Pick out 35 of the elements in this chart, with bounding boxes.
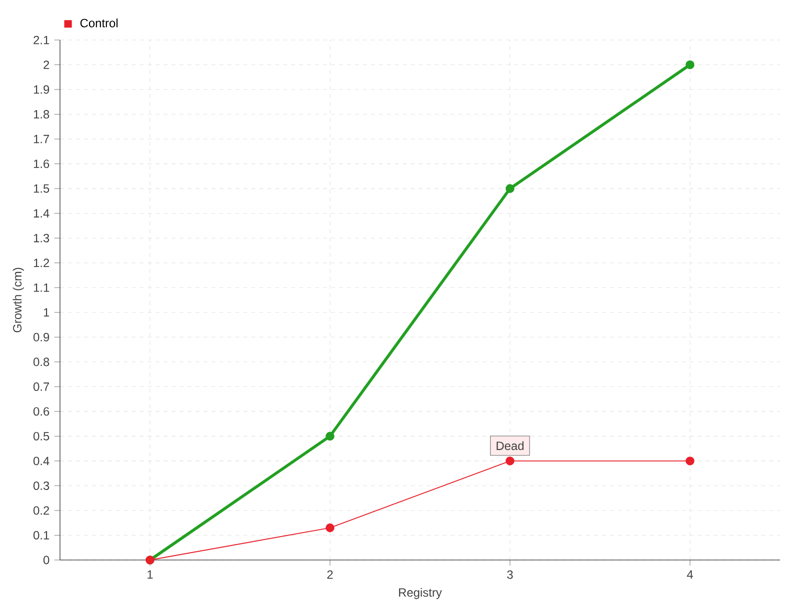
y-tick-label: 0.8: [33, 358, 50, 366]
x-tick-label: 2: [327, 570, 333, 579]
point: [686, 456, 694, 466]
y-tick-label: 1: [44, 308, 50, 317]
y-tick-label: 1.3: [34, 234, 50, 243]
y-tick-label: 0.9: [33, 333, 50, 342]
y-tick-label: 0.5: [33, 432, 50, 441]
y-tick-label: 1.4: [34, 209, 50, 218]
x-tick-label: 1: [148, 570, 153, 579]
y-tick-label: 1.5: [34, 184, 50, 193]
annotation: Dead: [496, 442, 524, 450]
y-tick-label: 0.2: [33, 506, 50, 515]
y-tick-label: 2: [44, 60, 50, 70]
y-tick-label: 1.2: [34, 258, 50, 268]
y-tick-label: 0.3: [33, 482, 50, 490]
y-tick-label: 1.7: [34, 135, 50, 144]
y-axis-title: Growth (cm): [12, 268, 24, 333]
legend-label: Control: [80, 18, 118, 28]
y-tick-label: 2.1: [34, 36, 50, 44]
x-tick-label: 4: [686, 570, 693, 579]
x-axis-title: Registry: [399, 588, 442, 600]
y-tick-label: 0.6: [33, 407, 50, 416]
y-tick-label: 1.8: [34, 110, 50, 119]
y-tick-label: 1.1: [34, 284, 50, 292]
y-tick-label: 0.7: [33, 382, 50, 392]
point: [326, 432, 334, 441]
x-tick-label: 3: [507, 570, 513, 580]
point: [326, 524, 334, 532]
y-tick-label: 0: [43, 556, 50, 564]
y-tick-label: 1.9: [34, 86, 50, 94]
point: [506, 184, 514, 194]
y-tick-label: 0.1: [33, 531, 50, 540]
y-tick-label: 1.6: [34, 160, 50, 168]
y-tick-label: 0.4: [33, 456, 50, 466]
point: [686, 60, 694, 70]
